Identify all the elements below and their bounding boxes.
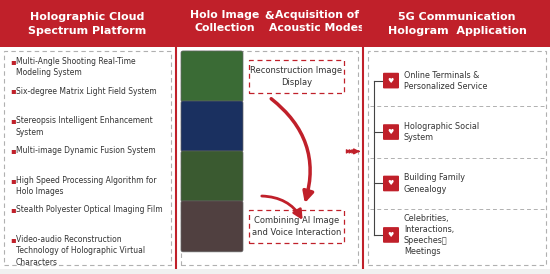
Text: Video-audio Reconstruction
Technology of Holographic Virtual
Characters: Video-audio Reconstruction Technology of…	[16, 235, 145, 267]
Bar	[0, 0, 550, 47]
FancyBboxPatch shape	[249, 60, 344, 93]
Text: ♥: ♥	[388, 78, 394, 84]
Text: Holographic Cloud
Spectrum Platform: Holographic Cloud Spectrum Platform	[29, 12, 147, 36]
Text: Six-degree Matrix Light Field System: Six-degree Matrix Light Field System	[16, 87, 157, 96]
Text: Holo Image
Collection: Holo Image Collection	[190, 10, 260, 33]
FancyBboxPatch shape	[383, 124, 399, 140]
Text: ▪: ▪	[10, 87, 15, 96]
Text: High Speed Processing Algorithm for
Holo Images: High Speed Processing Algorithm for Holo…	[16, 176, 157, 196]
Text: Multi-image Dynamic Fusion System: Multi-image Dynamic Fusion System	[16, 146, 156, 155]
FancyBboxPatch shape	[181, 201, 243, 252]
FancyBboxPatch shape	[383, 227, 399, 243]
Text: 5G Communication
Hologram  Application: 5G Communication Hologram Application	[388, 12, 526, 36]
Text: Building Family
Genealogy: Building Family Genealogy	[404, 173, 465, 193]
Text: Combining AI Image
and Voice Interaction: Combining AI Image and Voice Interaction	[252, 216, 341, 236]
Text: ▪: ▪	[10, 235, 15, 244]
Text: ▪: ▪	[10, 146, 15, 155]
FancyBboxPatch shape	[249, 210, 344, 243]
FancyBboxPatch shape	[181, 101, 243, 152]
Text: Holographic Social
System: Holographic Social System	[404, 122, 479, 142]
FancyBboxPatch shape	[383, 73, 399, 89]
FancyBboxPatch shape	[368, 51, 546, 265]
Text: ▪: ▪	[10, 57, 15, 66]
Text: &: &	[264, 11, 274, 21]
Text: Acquisition of
Acoustic Modes: Acquisition of Acoustic Modes	[270, 10, 365, 33]
Text: ▪: ▪	[10, 176, 15, 185]
FancyBboxPatch shape	[383, 176, 399, 191]
Text: ♥: ♥	[388, 232, 394, 238]
Text: ▪: ▪	[10, 205, 15, 214]
FancyBboxPatch shape	[181, 51, 243, 102]
Text: Reconstruction Image
Display: Reconstruction Image Display	[250, 66, 343, 87]
Text: ♥: ♥	[388, 129, 394, 135]
Text: Stereopsis Intelligent Enhancement
System: Stereopsis Intelligent Enhancement Syste…	[16, 116, 153, 137]
Text: Celebrities,
Interactions,
Speeches，
Meetings: Celebrities, Interactions, Speeches， Mee…	[404, 214, 454, 256]
Text: ♥: ♥	[388, 181, 394, 187]
Text: Online Terminals &
Personalized Service: Online Terminals & Personalized Service	[404, 70, 487, 91]
FancyBboxPatch shape	[181, 51, 358, 265]
Text: Stealth Polyester Optical Imaging Film: Stealth Polyester Optical Imaging Film	[16, 205, 163, 214]
FancyBboxPatch shape	[181, 151, 243, 202]
Text: Multi-Angle Shooting Real-Time
Modeling System: Multi-Angle Shooting Real-Time Modeling …	[16, 57, 136, 77]
Text: ▪: ▪	[10, 116, 15, 125]
FancyBboxPatch shape	[4, 51, 171, 265]
